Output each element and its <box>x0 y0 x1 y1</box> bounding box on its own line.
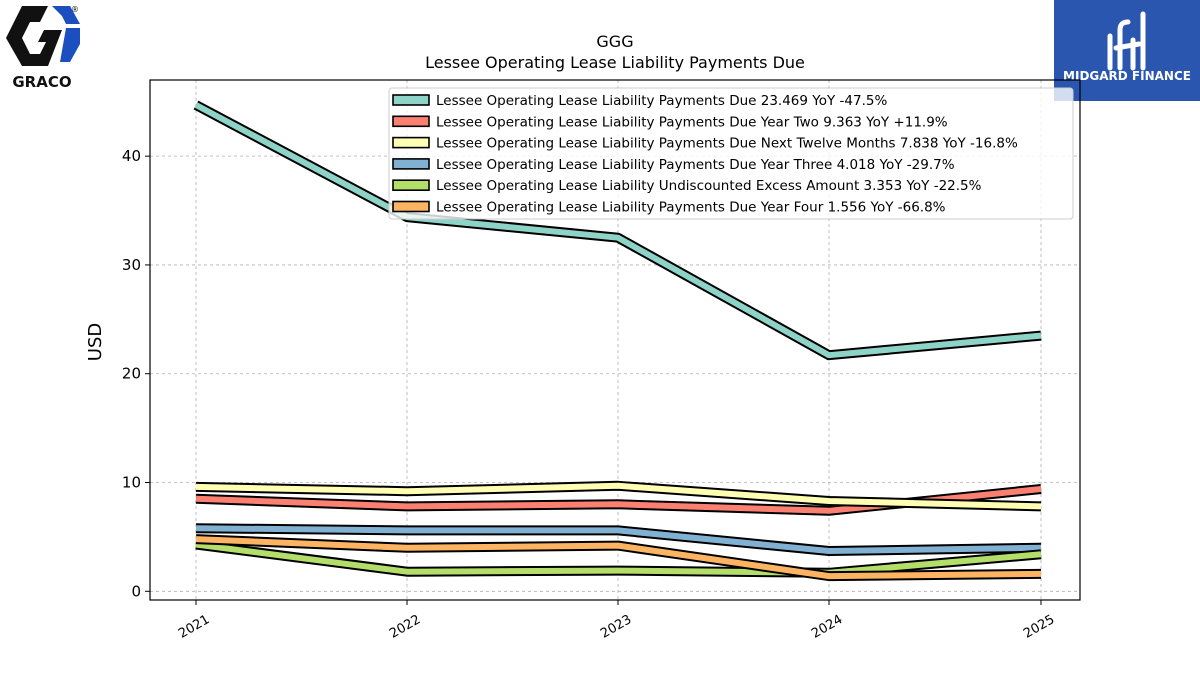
midgard-finance-logo: MIDGARD FINANCE <box>1054 0 1200 101</box>
legend-swatch <box>392 200 430 213</box>
graco-logo-mark <box>6 6 62 66</box>
registered-mark: ® <box>71 5 79 14</box>
legend-label: Lessee Operating Lease Liability Payment… <box>436 200 946 216</box>
legend-swatch <box>392 158 430 170</box>
legend-label: Lessee Operating Lease Liability Payment… <box>436 114 948 130</box>
y-tick-label: 0 <box>131 582 141 600</box>
legend-label: Lessee Operating Lease Liability Payment… <box>436 136 1018 152</box>
legend: Lessee Operating Lease Liability Payment… <box>388 87 1074 220</box>
y-tick-label: 20 <box>122 365 141 383</box>
legend-swatch <box>392 179 430 191</box>
series-line <box>195 534 1042 582</box>
graco-logo-mark-blue <box>52 6 80 62</box>
series-line-fill <box>195 541 1042 576</box>
series-line <box>193 100 1042 361</box>
midgard-logo-mark <box>1107 11 1146 71</box>
legend-swatch <box>392 115 430 128</box>
x-tick-label: 2021 <box>176 612 212 642</box>
legend-swatch <box>392 94 430 106</box>
midgard-logo-background <box>1054 0 1200 101</box>
graco-logo-text: GRACO <box>12 73 71 91</box>
y-tick-label: 10 <box>122 474 141 492</box>
legend-label: Lessee Operating Lease Liability Payment… <box>436 93 887 109</box>
series-line <box>195 523 1042 556</box>
legend-label: Lessee Operating Lease Liability Undisco… <box>436 178 982 194</box>
series-line <box>195 539 1042 578</box>
series-line <box>195 480 1042 512</box>
midgard-logo-text: MIDGARD FINANCE <box>1063 69 1191 83</box>
y-tick-label: 40 <box>122 147 141 165</box>
legend-label: Lessee Operating Lease Liability Payment… <box>436 157 955 173</box>
y-tick-label: 30 <box>122 256 141 274</box>
series-line-fill <box>195 482 1042 510</box>
x-axis-ticks: 2021 2022 2023 2024 2025 <box>176 600 1057 642</box>
x-tick-label: 2025 <box>1021 612 1057 642</box>
legend-box <box>388 87 1074 220</box>
series-lines <box>193 100 1042 582</box>
series-line-fill <box>194 102 1042 359</box>
y-axis-ticks: 0 10 20 30 40 <box>122 147 150 600</box>
series-line-fill <box>195 525 1042 554</box>
graco-logo: GRACO ® <box>6 5 80 91</box>
legend-swatch <box>392 136 430 149</box>
series-line-fill <box>195 536 1042 580</box>
chart-title: GGG <box>596 32 633 51</box>
x-tick-label: 2024 <box>809 612 845 642</box>
y-axis-label: USD <box>85 323 106 361</box>
x-tick-label: 2023 <box>598 612 634 642</box>
plot-frame <box>149 79 1081 601</box>
chart-subtitle: Lessee Operating Lease Liability Payment… <box>425 53 805 72</box>
x-tick-label: 2022 <box>387 612 423 642</box>
